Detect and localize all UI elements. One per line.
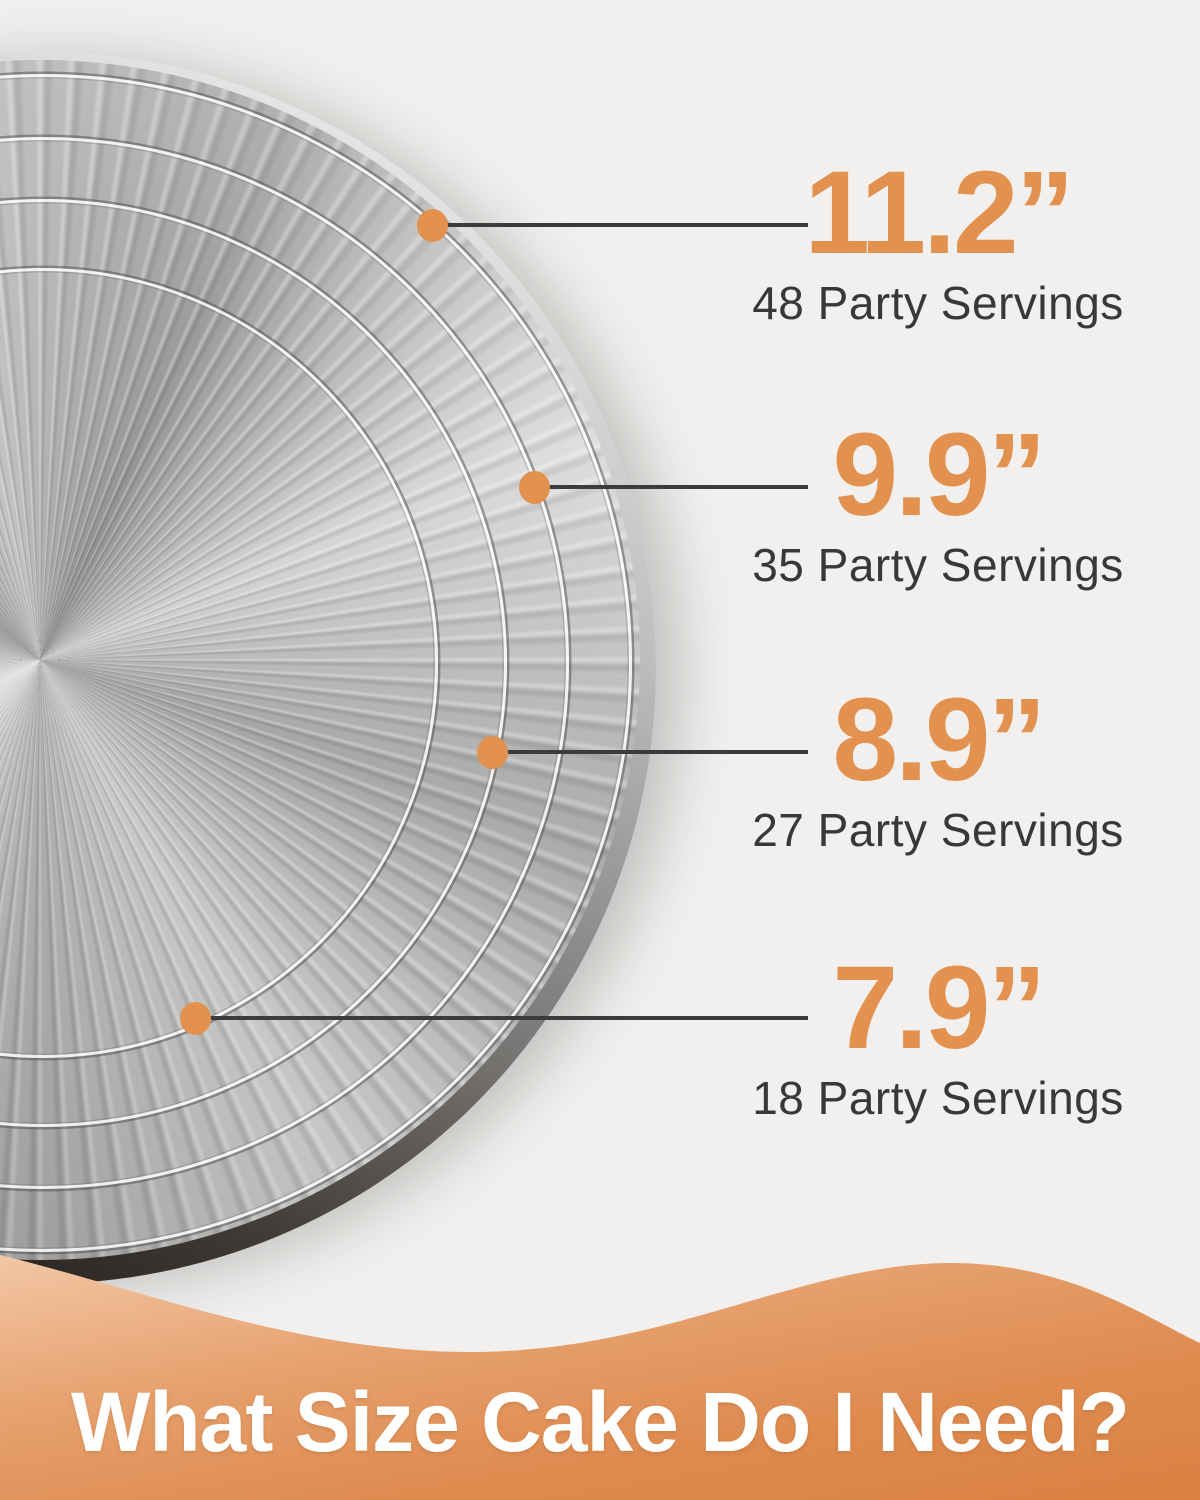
callout-line	[492, 750, 808, 754]
callout-label: 9.9” 35 Party Servings	[737, 415, 1139, 592]
size-value: 11.2”	[804, 147, 1074, 279]
callout-dot	[519, 471, 550, 504]
size-value: 9.9”	[832, 409, 1046, 541]
callout-line	[432, 223, 808, 227]
size-value: 7.9”	[832, 942, 1046, 1074]
size-value: 8.9”	[832, 674, 1046, 806]
footer-title: What Size Cake Do I Need?	[71, 1375, 1130, 1469]
footer-wave	[0, 1255, 1200, 1500]
callout-label: 8.9” 27 Party Servings	[737, 680, 1139, 857]
servings-value: 18 Party Servings	[752, 1072, 1124, 1124]
callout-dot	[477, 736, 508, 769]
callout-line	[195, 1016, 808, 1020]
servings-value: 48 Party Servings	[752, 277, 1124, 329]
callout-dot	[417, 209, 448, 242]
servings-value: 35 Party Servings	[752, 539, 1124, 591]
callout-line	[534, 485, 808, 489]
callout-label: 7.9” 18 Party Servings	[737, 948, 1139, 1125]
callout-label: 11.2” 48 Party Servings	[737, 153, 1139, 330]
callout-dot	[180, 1002, 211, 1035]
servings-value: 27 Party Servings	[752, 804, 1124, 856]
